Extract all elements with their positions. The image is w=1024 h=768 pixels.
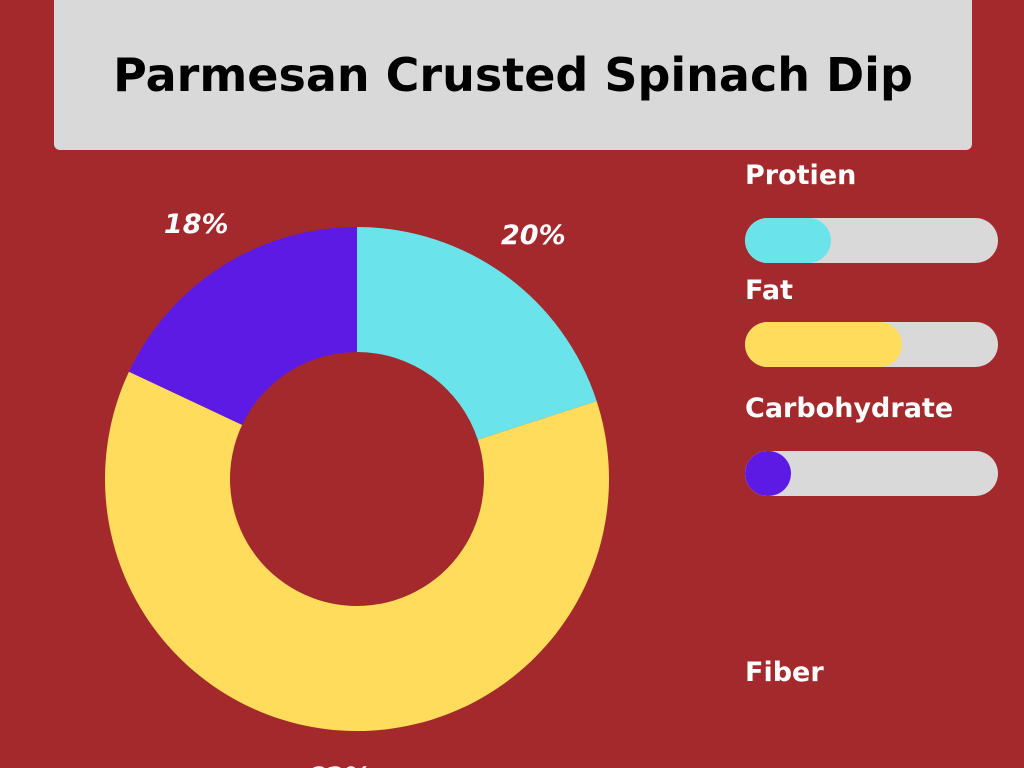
fat-bar-fill: [745, 322, 902, 367]
donut-chart: 20% 62% 18%: [105, 209, 609, 768]
protein-bar-track: [745, 218, 998, 263]
protein-bar-fill: [745, 218, 832, 263]
donut-slice-fat: [105, 371, 609, 731]
fat-bar-track: [745, 322, 998, 367]
slice-label-carbohydrate: 18%: [164, 209, 229, 240]
carbohydrate-bar-track: [745, 451, 998, 496]
legend-item-fat: Fat: [745, 275, 998, 367]
donut-labels: 20% 62% 18%: [164, 209, 566, 768]
legend-label-protein: Protien: [745, 160, 857, 191]
page-title: Parmesan Crusted Spinach Dip: [113, 48, 913, 102]
legend-item-carbohydrate: Carbohydrate: [745, 393, 998, 496]
donut-slice-protein: [357, 227, 597, 440]
donut-slice-carbohydrate: [128, 227, 357, 425]
legend-item-protein: Protien: [745, 160, 998, 263]
title-banner: Parmesan Crusted Spinach Dip: [54, 0, 972, 150]
donut-slices: [105, 227, 609, 731]
slice-label-protein: 20%: [501, 220, 566, 251]
legend-label-fiber: Fiber: [745, 657, 824, 688]
legend-label-carbohydrate: Carbohydrate: [745, 393, 954, 424]
legend-label-fat: Fat: [745, 275, 793, 306]
slice-label-fat: 62%: [306, 762, 371, 768]
legend-item-fiber: Fiber: [745, 657, 998, 688]
carbohydrate-bar-fill: [745, 451, 791, 496]
